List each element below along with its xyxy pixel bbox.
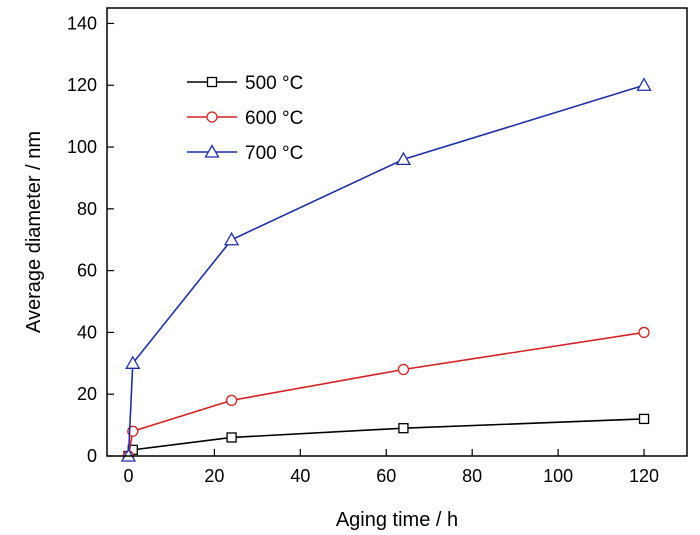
x-tick-label: 40 xyxy=(290,466,310,486)
legend-label: 600 °C xyxy=(245,108,303,129)
x-tick-label: 100 xyxy=(543,466,573,486)
triangle-marker xyxy=(395,151,412,166)
triangle-marker xyxy=(223,231,240,246)
y-tick-label: 60 xyxy=(77,261,97,281)
legend-label: 700 °C xyxy=(245,143,303,164)
square-marker xyxy=(206,76,218,88)
x-tick-label: 120 xyxy=(629,466,659,486)
triangle-marker xyxy=(636,77,652,91)
square-marker xyxy=(398,423,409,434)
circle-marker xyxy=(206,111,218,123)
y-tick-label: 20 xyxy=(77,384,97,404)
y-tick-label: 40 xyxy=(77,322,97,342)
y-tick-label: 0 xyxy=(87,446,97,466)
triangle-marker xyxy=(204,144,220,158)
y-tick-label: 120 xyxy=(67,75,97,95)
y-tick-label: 100 xyxy=(67,137,97,157)
circle-marker xyxy=(225,394,238,407)
series-line xyxy=(127,331,645,457)
triangle-marker xyxy=(125,355,141,369)
legend-entry: 600 °C xyxy=(187,108,303,129)
y-tick-label: 140 xyxy=(67,13,97,33)
y-axis-label: Average diameter / nm xyxy=(23,131,45,333)
circle-marker xyxy=(397,363,410,376)
legend-label: 500 °C xyxy=(245,73,303,94)
legend: 500 °C 600 °C 700 °C xyxy=(187,73,303,164)
x-tick-label: 20 xyxy=(204,466,224,486)
series-layer xyxy=(120,77,652,462)
circle-marker xyxy=(638,326,650,339)
plot-frame xyxy=(106,7,688,457)
x-tick-label: 80 xyxy=(462,466,482,486)
x-axis-label: Aging time / h xyxy=(336,509,458,531)
square-marker xyxy=(638,413,650,425)
legend-entry: 500 °C xyxy=(187,73,303,94)
series-line xyxy=(127,84,645,457)
x-tick-label: 60 xyxy=(376,466,396,486)
y-tick-label: 80 xyxy=(77,199,97,219)
square-marker xyxy=(226,432,237,443)
axis-ticks: 0 20 40 60 80 100 120 0 20 40 60 80 100 120 140 xyxy=(67,13,659,486)
series-3 xyxy=(120,77,652,462)
x-tick-label: 0 xyxy=(123,466,133,486)
legend-entry: 700 °C xyxy=(187,143,303,164)
